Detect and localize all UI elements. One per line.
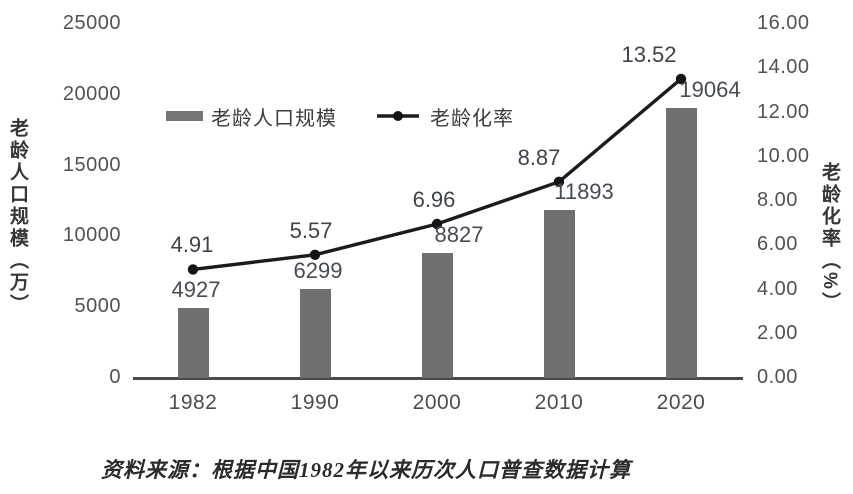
x-axis-line xyxy=(133,377,743,380)
line-value-label: 13.52 xyxy=(621,41,677,67)
y-tick-label-left: 10000 xyxy=(62,224,121,247)
line-marker xyxy=(187,264,199,275)
y-tick-label-right: 12.00 xyxy=(757,100,810,123)
line-value-label: 5.57 xyxy=(289,217,333,243)
y-tick-label-left: 5000 xyxy=(74,295,121,318)
y-tick-label-right: 6.00 xyxy=(757,233,798,256)
line-legend-swatch-icon xyxy=(377,111,419,121)
legend: 老龄人口规模 老龄化率 xyxy=(166,103,514,130)
bar-value-label: 11893 xyxy=(554,178,614,204)
x-tick-label: 1990 xyxy=(290,391,340,414)
bar xyxy=(177,308,209,378)
bar-value-label: 6299 xyxy=(293,257,343,283)
line-value-label: 4.91 xyxy=(170,232,214,258)
left-axis-title: 老龄人口规模（万） xyxy=(7,118,28,316)
bar xyxy=(299,288,331,378)
bar-value-label: 4927 xyxy=(171,277,221,303)
y-tick-label-right: 0.00 xyxy=(757,366,798,389)
y-tick-label-right: 4.00 xyxy=(757,277,798,300)
line-value-label: 6.96 xyxy=(412,187,456,212)
legend-label-line-series: 老龄化率 xyxy=(430,107,514,130)
bar-value-label: 19064 xyxy=(679,77,741,103)
y-tick-label-left: 25000 xyxy=(62,12,121,35)
bar-value-label: 8827 xyxy=(434,222,484,247)
right-axis-title: 老龄化率（%） xyxy=(819,162,840,314)
source-note: 资料来源：根据中国1982年以来历次人口普查数据计算 xyxy=(101,458,631,482)
x-tick-label: 1982 xyxy=(168,391,218,414)
y-tick-label-right: 2.00 xyxy=(757,321,798,344)
y-tick-label-right: 10.00 xyxy=(757,144,810,167)
y-tick-label-left: 0 xyxy=(109,366,121,389)
x-tick-label: 2020 xyxy=(656,391,706,414)
y-tick-label-right: 8.00 xyxy=(757,189,798,212)
x-tick-label: 2000 xyxy=(412,391,462,414)
line-value-label: 8.87 xyxy=(517,144,561,170)
bar xyxy=(421,253,453,378)
y-tick-label-left: 15000 xyxy=(62,153,121,176)
bar-legend-swatch-icon xyxy=(166,111,203,121)
legend-label-bar-series: 老龄人口规模 xyxy=(211,107,337,130)
y-tick-label-right: 14.00 xyxy=(757,56,810,79)
bar xyxy=(543,209,575,378)
bar xyxy=(665,108,697,378)
x-tick-label: 2010 xyxy=(534,391,584,414)
y-tick-label-right: 16.00 xyxy=(757,12,810,35)
y-tick-label-left: 20000 xyxy=(62,82,121,105)
